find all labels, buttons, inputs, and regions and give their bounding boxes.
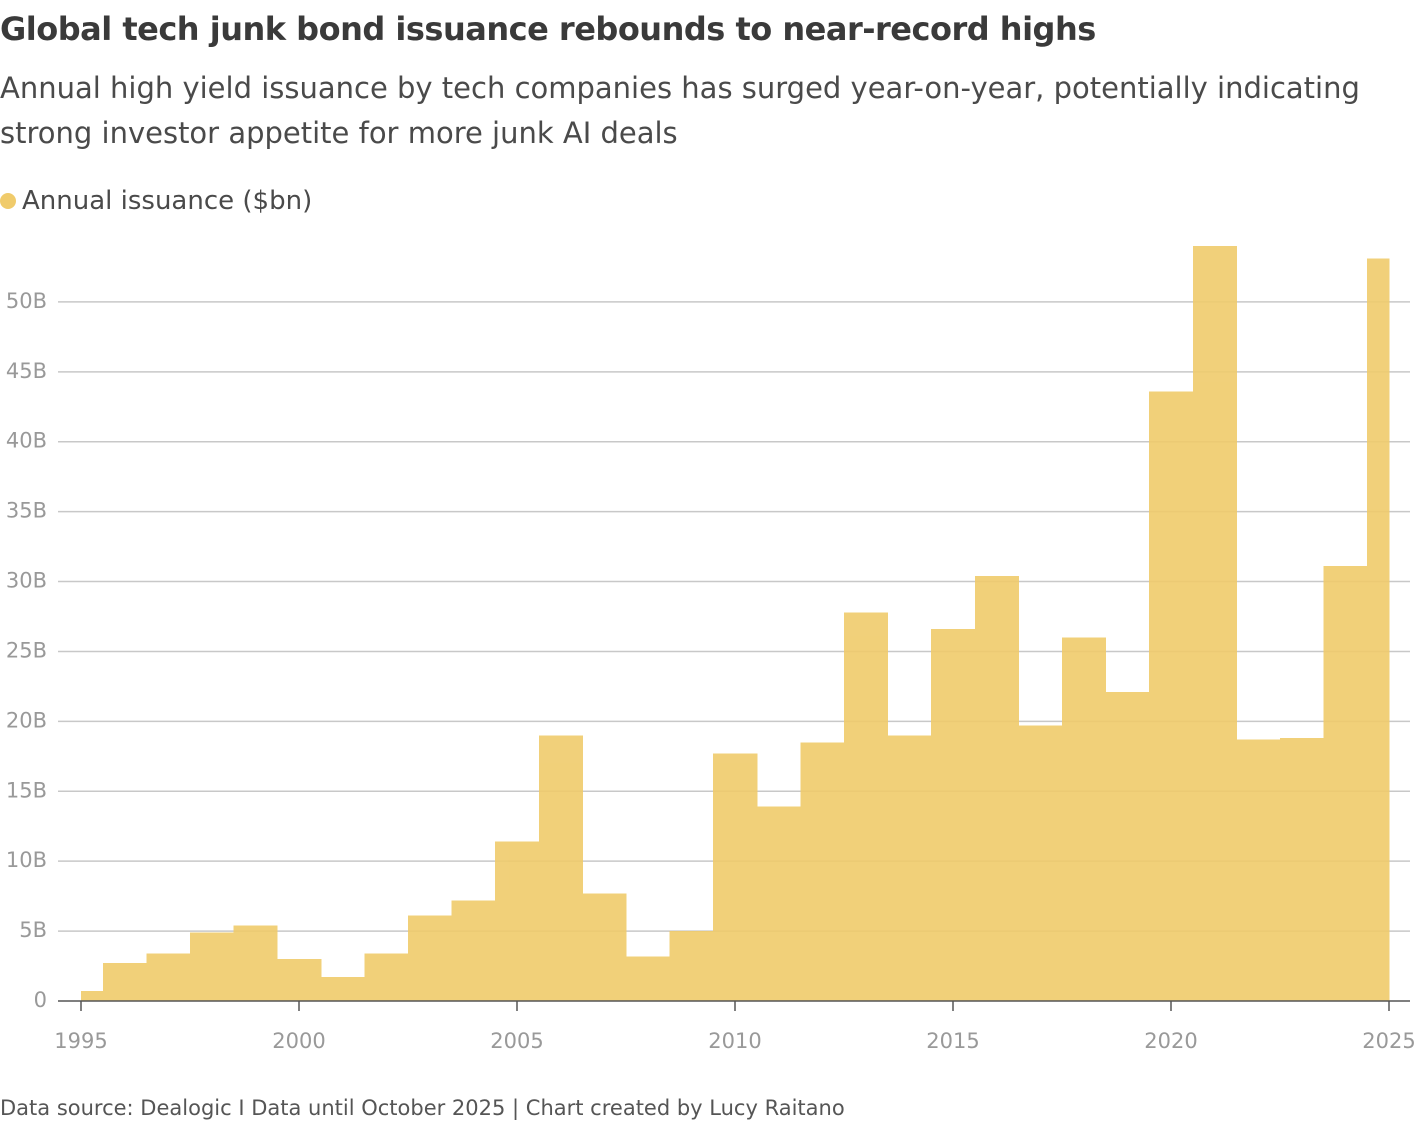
x-tick-label: 2020 [1144,1029,1197,1053]
y-tick-label: 25B [6,638,47,662]
chart-subtitle: Annual high yield issuance by tech compa… [0,71,1360,150]
area-step [800,742,845,1001]
area-step [844,612,889,1001]
area-step [277,959,322,1001]
area-step [538,735,583,1001]
y-tick-label: 15B [6,778,47,802]
area-step [974,575,1019,1001]
y-tick-label: 40B [6,429,47,453]
y-tick-label: 45B [6,359,47,383]
area-step [1323,566,1368,1001]
area [81,245,1390,1002]
legend-label: Annual issuance ($bn) [22,186,313,216]
footer: Data source: Dealogic I Data until Octob… [0,1096,845,1120]
area-step [582,893,627,1001]
area-step [669,931,714,1001]
area-step [451,900,496,1001]
area-step [102,963,147,1001]
y-tick-label: 20B [6,708,47,732]
area-step [1018,725,1063,1001]
area-step [887,735,932,1001]
y-tick-label: 30B [6,569,47,593]
area-step [495,841,540,1001]
x-tick-label: 2000 [272,1029,325,1053]
area-step [1105,692,1150,1001]
area-step [190,932,235,1001]
area-step [931,629,976,1001]
area-step [1236,739,1281,1001]
y-tick-label: 50B [6,289,47,313]
y-tick-label: 5B [19,918,47,942]
area-step [713,753,758,1001]
y-tick-label: 35B [6,499,47,523]
area-step [1367,258,1390,1002]
area-step [1062,637,1107,1001]
area-step [146,953,191,1001]
y-tick-label: 10B [6,848,47,872]
area-step [81,991,104,1001]
x-tick-label: 2005 [490,1029,543,1053]
x-tick-label: 2025 [1362,1029,1415,1053]
y-tick-label: 0 [34,988,47,1012]
area-step [408,915,453,1001]
chart-title: Global tech junk bond issuance rebounds … [0,10,1096,48]
area-step [1280,738,1325,1001]
x-tick-label: 2015 [926,1029,979,1053]
x-tick-label: 1995 [54,1029,107,1053]
area-step [756,806,801,1001]
area-step [1149,391,1194,1002]
area-step [626,956,671,1001]
x-tick-label: 2010 [708,1029,761,1053]
area-step [1192,245,1237,1001]
area-step [233,925,278,1001]
legend: Annual issuance ($bn) [0,186,312,216]
legend-swatch [0,193,16,209]
area-step [364,953,409,1001]
area-step [320,977,365,1001]
